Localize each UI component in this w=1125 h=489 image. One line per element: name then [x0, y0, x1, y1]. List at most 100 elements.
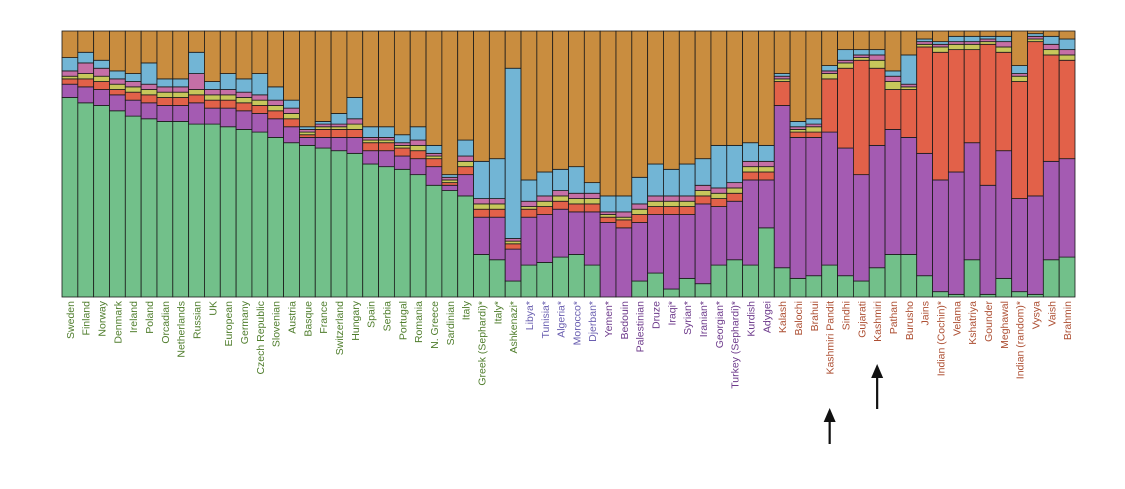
bar-segment-purple	[378, 150, 395, 168]
bar-segment-green	[868, 267, 886, 298]
bar-segment-green	[172, 121, 190, 298]
bar-segment-yellow	[583, 198, 601, 205]
bar-segment-red	[314, 129, 332, 138]
x-tick-label: Romania	[413, 301, 425, 343]
bar-segment-purple	[868, 144, 886, 269]
bar-segment-blue	[900, 54, 918, 85]
bar-segment-yellow	[631, 208, 649, 215]
bar-segment-yellow	[251, 99, 269, 106]
bar-segment-red	[837, 67, 854, 149]
bar-segment-blue	[789, 121, 807, 128]
bar-segment-orange	[837, 30, 854, 51]
x-tick-label: Yemen*	[603, 301, 615, 337]
bar-segment-green	[631, 280, 649, 298]
bar-segment-green	[694, 283, 712, 298]
bar-segment-red	[124, 91, 142, 101]
x-tick-label: Czech Republic	[255, 301, 267, 375]
bar-segment-green	[378, 166, 395, 298]
bar-segment-pink	[156, 86, 174, 93]
bar-segment-red	[488, 208, 506, 218]
x-tick-label: Norway	[97, 300, 109, 336]
bar-czech-republic	[251, 30, 269, 298]
bar-segment-orange	[932, 30, 949, 43]
bar-segment-blue	[742, 142, 759, 162]
x-tick-label: Kurdish	[746, 301, 758, 337]
x-tick-label: Poland	[144, 301, 156, 334]
bar-segment-blue	[393, 134, 411, 144]
bar-segment-yellow	[473, 203, 490, 210]
bar-segment-green	[346, 152, 364, 298]
bar-segment-purple	[393, 155, 411, 170]
bar-segment-orange	[805, 30, 823, 120]
bar-segment-yellow	[1042, 49, 1060, 56]
bar-segment-orange	[552, 30, 569, 170]
bar-segment-red	[678, 206, 696, 215]
bar-bedouin	[615, 30, 633, 298]
bar-segment-blue	[346, 97, 364, 120]
bar-segment-yellow	[77, 73, 95, 80]
bar-segment-red	[140, 94, 158, 104]
bar-segment-red	[393, 147, 411, 157]
bar-segment-red	[93, 81, 110, 90]
bar-segment-yellow	[283, 113, 300, 120]
bar-segment-green	[124, 115, 142, 298]
bar-segment-green	[393, 168, 411, 298]
bar-segment-pink	[457, 155, 474, 162]
bar-segment-green	[1058, 256, 1076, 298]
bar-segment-purple	[789, 136, 807, 279]
bar-segment-blue	[488, 158, 506, 199]
bar-segment-red	[77, 78, 95, 88]
bar-segment-yellow	[457, 160, 474, 168]
bar-kashmiri	[868, 30, 886, 298]
x-tick-label: Gujarati	[856, 301, 868, 338]
bar-segment-blue	[330, 113, 348, 125]
bar-segment-green	[473, 254, 490, 298]
bar-segment-blue	[93, 59, 110, 69]
bar-balochi	[789, 30, 807, 298]
bar-segment-purple	[758, 179, 775, 229]
bar-segment-pink	[726, 182, 744, 189]
bar-segment-red	[932, 51, 949, 181]
bar-segment-yellow	[235, 97, 253, 104]
bar-segment-purple	[853, 174, 870, 282]
bar-segment-purple	[694, 203, 712, 285]
bar-segment-yellow	[947, 43, 965, 51]
bar-kurdish	[742, 30, 759, 298]
bar-pathan	[884, 30, 902, 298]
bar-segment-orange	[1027, 30, 1044, 35]
bar-segment-orange	[77, 30, 95, 53]
bar-segment-orange	[853, 30, 870, 51]
bar-segment-yellow	[995, 46, 1013, 53]
bar-segment-purple	[710, 206, 728, 266]
bar-segment-green	[1042, 259, 1060, 298]
bar-segment-blue	[124, 73, 142, 82]
bar-burusho	[900, 30, 918, 298]
bar-indian-random	[1011, 30, 1028, 298]
bar-segment-yellow	[742, 166, 759, 173]
bar-segment-pink	[488, 198, 506, 205]
x-tick-label: Ireland	[128, 301, 140, 333]
bar-segment-blue	[188, 51, 205, 74]
bar-segment-green	[726, 259, 744, 298]
bar-segment-blue	[267, 86, 284, 101]
bar-segment-orange	[947, 30, 965, 37]
bar-segment-green	[488, 259, 506, 298]
bar-segment-orange	[219, 30, 237, 74]
bar-segment-orange	[251, 30, 269, 74]
arrow-head	[871, 364, 884, 378]
bar-segment-pink	[61, 70, 79, 77]
bar-segment-yellow	[1058, 54, 1076, 61]
bar-segment-yellow	[93, 75, 110, 82]
bar-segment-purple	[963, 142, 981, 261]
bar-segment-purple	[583, 211, 601, 266]
bar-segment-purple	[1058, 158, 1076, 258]
x-tick-label: Velama	[951, 301, 963, 336]
bar-segment-red	[109, 89, 126, 96]
bar-segment-blue	[520, 179, 538, 202]
bar-segment-orange	[140, 30, 158, 64]
bar-finland	[77, 30, 95, 298]
bar-segment-green	[457, 195, 474, 298]
bar-segment-pink	[694, 184, 712, 191]
bar-kalash	[773, 30, 791, 298]
bar-segment-orange	[409, 30, 427, 128]
